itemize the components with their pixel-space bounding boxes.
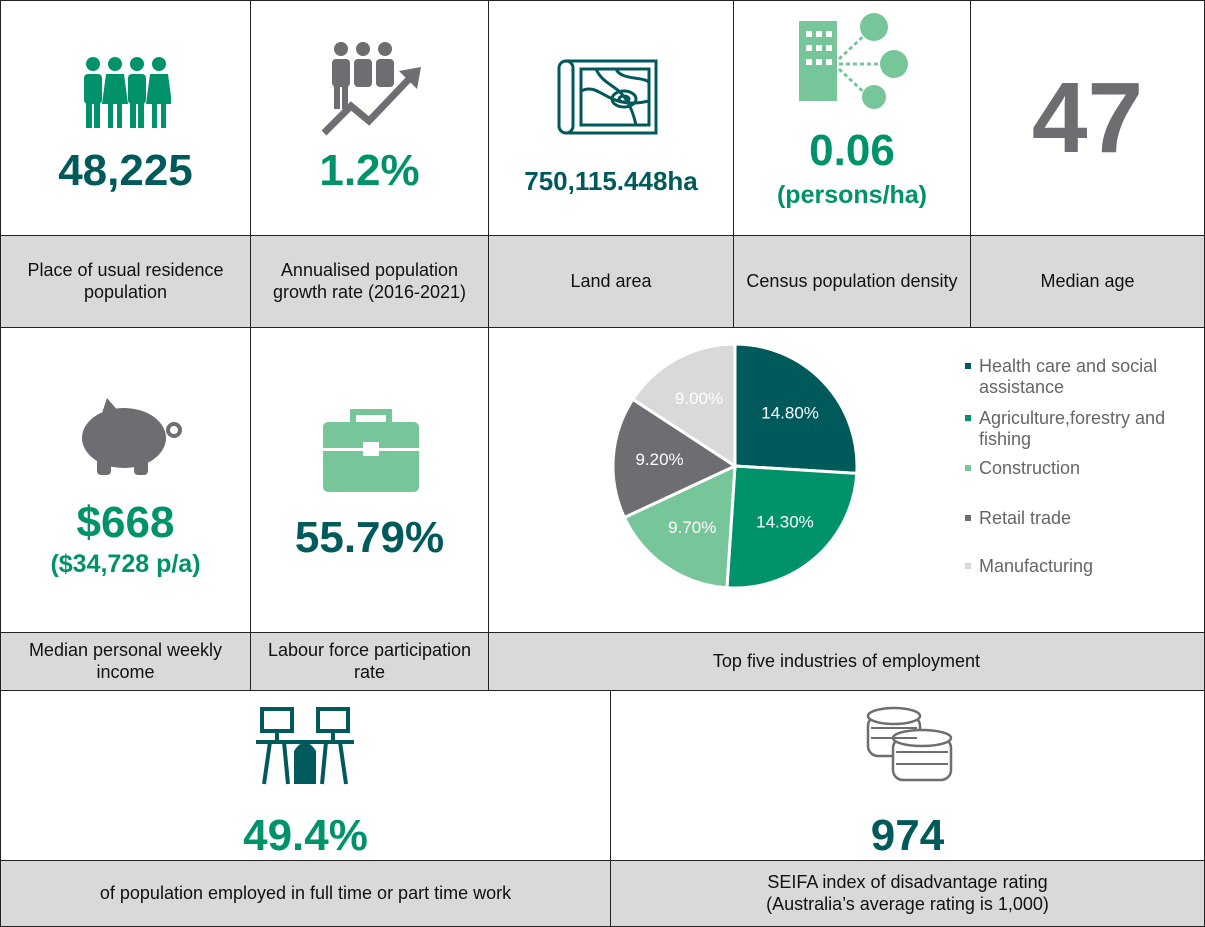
pie-slice: [622, 463, 737, 590]
pie-slice: [630, 342, 737, 469]
legend-swatch: [965, 515, 971, 521]
unit: (persons/ha): [776, 181, 928, 209]
label: Census population density: [733, 235, 971, 328]
tile: 47: [970, 0, 1205, 236]
label: Annualised population growth rate (2016-…: [250, 235, 489, 328]
label: Place of usual residence population: [0, 235, 251, 328]
legend-label: Retail trade: [979, 508, 1072, 528]
legend-label: Health care and social assistance: [979, 356, 1158, 397]
legend-swatch: [965, 415, 971, 421]
value: 0.06: [809, 126, 895, 175]
value: 47: [1031, 62, 1144, 174]
growth-icon: [321, 42, 421, 136]
label: Median age: [970, 235, 1205, 328]
slice-label: 14.80%: [761, 404, 819, 423]
value: 55.79%: [294, 513, 445, 562]
workstation-icon: [256, 707, 354, 785]
pie-slice: [733, 342, 859, 475]
legend-entry: Agriculture,forestry and fishing: [965, 408, 1179, 449]
tile: $668 ($34,728 p/a): [0, 327, 251, 633]
slice-label: 9.20%: [635, 450, 683, 469]
chart: 14.80% 14.30% 9.70% 9.20% 9.00% Health care …: [488, 327, 1205, 633]
label: Median personal weekly income: [0, 632, 251, 691]
briefcase-icon: [323, 409, 419, 492]
value: 974: [870, 811, 945, 860]
value: 49.4%: [243, 811, 368, 860]
tile: 48,225: [0, 0, 251, 236]
people-icon: [84, 57, 171, 128]
label: Land area: [488, 235, 734, 328]
tile: 0.06 (persons/ha): [733, 0, 971, 236]
value: 1.2%: [319, 146, 420, 195]
label: Labour force participation rate: [250, 632, 489, 691]
legend-swatch: [965, 563, 971, 569]
label: SEIFA index of disadvantage rating (Aust…: [610, 860, 1205, 927]
legend-entry: Manufacturing: [965, 556, 1179, 577]
value: 750,115.448ha: [524, 166, 698, 196]
tile: 49.4%: [0, 690, 611, 861]
pie-chart: 14.80% 14.30% 9.70% 9.20% 9.00%: [611, 342, 859, 590]
legend-label: Manufacturing: [979, 556, 1094, 576]
legend-label: Agriculture,forestry and fishing: [979, 408, 1166, 449]
pie-slice: [611, 397, 739, 520]
legend-swatch: [965, 363, 971, 369]
tile: 750,115.448ha: [488, 0, 734, 236]
label: of population employed in full time or p…: [0, 860, 611, 927]
tile: 1.2%: [250, 0, 489, 236]
legend-entry: Construction: [965, 458, 1179, 479]
slice-label: 14.30%: [756, 512, 814, 531]
legend-label: Construction: [979, 458, 1081, 478]
tile: 974: [610, 690, 1205, 861]
value: $668: [76, 498, 175, 547]
label: Top five industries of employment: [488, 632, 1205, 691]
legend-swatch: [965, 465, 971, 471]
map-icon: [557, 59, 658, 135]
legend-entry: Retail trade: [965, 508, 1179, 529]
pie-slice: [725, 464, 859, 590]
piggy-icon: [82, 398, 182, 475]
legend-entry: Health care and social assistance: [965, 356, 1179, 397]
coins-icon: [866, 706, 953, 782]
value: 48,225: [58, 146, 193, 195]
density-icon: [799, 13, 908, 109]
tile: 55.79%: [250, 327, 489, 633]
slice-label: 9.70%: [668, 518, 716, 537]
unit: ($34,728 p/a): [50, 550, 201, 578]
slice-label: 9.00%: [675, 389, 723, 408]
